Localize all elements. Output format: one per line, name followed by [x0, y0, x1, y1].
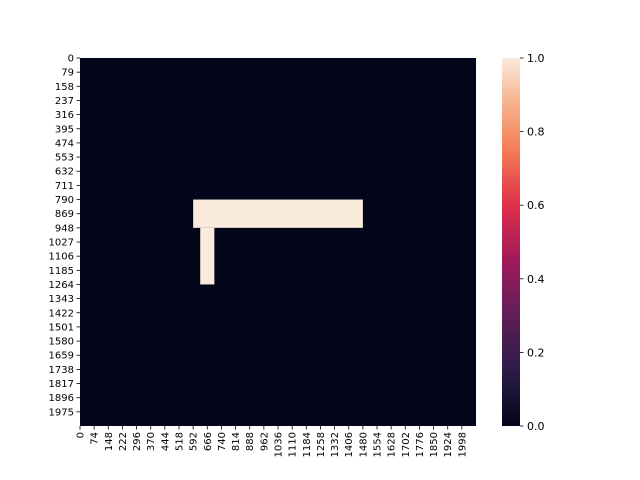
- x-tick-label: 888: [245, 432, 256, 451]
- y-tick-label: 1975: [49, 407, 74, 418]
- y-tick-label: 1185: [49, 266, 74, 277]
- y-tick-label: 1580: [49, 337, 74, 348]
- y-tick-label: 316: [55, 110, 74, 121]
- x-tick-label: 1924: [443, 432, 454, 457]
- x-tick-label: 1850: [429, 432, 440, 457]
- colorbar: 0.0 0.2 0.4 0.6 0.8 1.0: [502, 52, 545, 433]
- colorbar-tick-label: 0.8: [527, 126, 545, 139]
- colorbar-tick-label: 0.6: [527, 199, 545, 212]
- x-tick-label: 1480: [358, 432, 369, 457]
- y-tick-label: 1106: [49, 252, 74, 263]
- y-tick-label: 1738: [49, 365, 74, 376]
- x-tick-label: 1702: [401, 432, 412, 457]
- y-tick-label: 474: [55, 138, 74, 149]
- x-tick-label: 518: [175, 432, 186, 451]
- y-tick-label: 1343: [49, 294, 74, 305]
- y-tick-label: 1817: [49, 379, 74, 390]
- y-tick-label: 1659: [49, 351, 74, 362]
- x-tick-label: 1110: [288, 432, 299, 457]
- y-tick-label: 237: [55, 96, 74, 107]
- y-tick-label: 632: [55, 167, 74, 178]
- y-tick-label: 711: [55, 181, 74, 192]
- y-tick-label: 948: [55, 223, 74, 234]
- x-tick-label: 222: [118, 432, 129, 451]
- x-tick-label: 1998: [457, 432, 468, 457]
- x-tick-label: 296: [132, 432, 143, 451]
- x-tick-label: 666: [203, 432, 214, 451]
- y-tick-label: 790: [55, 195, 74, 206]
- x-tick-label: 814: [231, 432, 242, 451]
- y-tick-label: 395: [55, 124, 74, 135]
- y-tick-label: 1422: [49, 308, 74, 319]
- x-tick-label: 444: [160, 432, 171, 451]
- colorbar-tick-label: 0.0: [527, 420, 545, 433]
- y-tick-label: 79: [61, 68, 74, 79]
- x-tick-label: 1554: [373, 432, 384, 457]
- x-tick-label: 1258: [316, 432, 327, 457]
- colorbar-tick-label: 1.0: [527, 52, 545, 65]
- y-tick-label: 553: [55, 153, 74, 164]
- x-tick-label: 0: [76, 432, 87, 438]
- x-tick-label: 1628: [387, 432, 398, 457]
- y-tick-label: 158: [55, 82, 74, 93]
- x-tick-label: 148: [104, 432, 115, 451]
- x-tick-label: 1406: [344, 432, 355, 457]
- y-tick-label: 869: [55, 209, 74, 220]
- colorbar-tick-label: 0.4: [527, 273, 545, 286]
- x-tick-label: 592: [189, 432, 200, 451]
- x-tick-label: 740: [217, 432, 228, 451]
- heatmap-region-0: [193, 199, 363, 228]
- heatmap-region-1: [200, 227, 215, 285]
- heatmap-background: [80, 58, 476, 426]
- x-tick-label: 1184: [302, 432, 313, 457]
- colorbar-gradient: [502, 58, 520, 426]
- x-tick-label: 370: [146, 432, 157, 451]
- x-tick-label: 74: [90, 432, 101, 445]
- x-tick-label: 1332: [330, 432, 341, 457]
- plot-area: [80, 58, 476, 426]
- y-tick-label: 1264: [49, 280, 74, 291]
- y-tick-label: 0: [68, 54, 74, 65]
- x-axis: 0 74 148 222 296 370 444 518 592 666 740 814 888 962 1…: [76, 426, 468, 457]
- x-tick-label: 1776: [415, 432, 426, 457]
- x-tick-label: 962: [259, 432, 270, 451]
- y-axis: 0 79 158 237 316 395 474 553 632 711 790 869 948 1027…: [49, 54, 80, 418]
- y-tick-label: 1896: [49, 393, 74, 404]
- y-tick-label: 1501: [49, 322, 74, 333]
- colorbar-tick-label: 0.2: [527, 346, 545, 359]
- x-tick-label: 1036: [274, 432, 285, 457]
- y-tick-label: 1027: [49, 238, 74, 249]
